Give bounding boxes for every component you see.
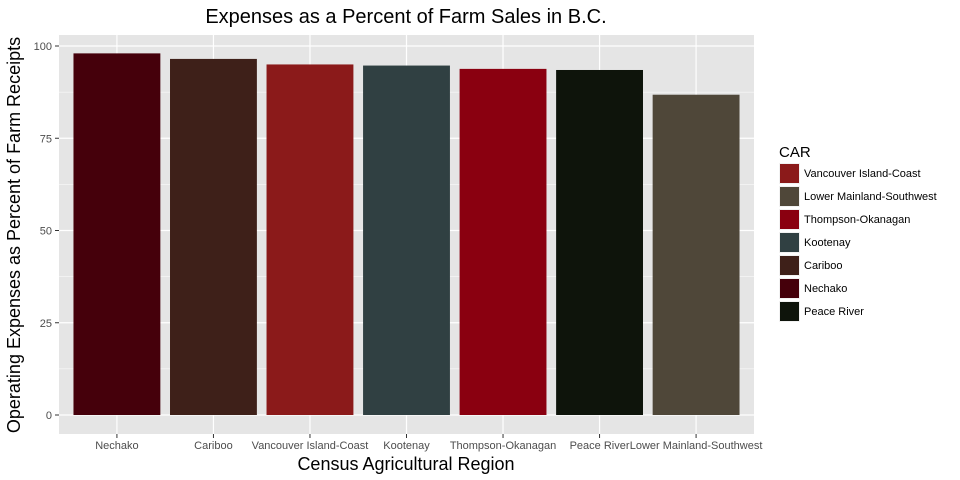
bars — [73, 53, 740, 416]
x-axis-ticks: Nechako Cariboo Vancouver Island-Coast Koot… — [95, 434, 762, 452]
bar-lower-mainland-southwest — [652, 94, 740, 415]
chart-title: Expenses as a Percent of Farm Sales in B… — [205, 6, 606, 28]
y-tick-label: 25 — [40, 318, 52, 330]
legend-label: Vancouver Island-Coast — [804, 168, 921, 180]
y-tick-label: 0 — [46, 410, 52, 422]
y-tick-label: 75 — [40, 133, 52, 145]
legend-title: CAR — [779, 144, 811, 161]
y-tick-label: 50 — [40, 226, 52, 238]
x-tick-label: Vancouver Island-Coast — [252, 440, 369, 452]
bar-kootenay — [363, 65, 450, 415]
legend-swatch — [780, 279, 799, 298]
legend: CAR Vancouver Island-Coast Lower Mainland… — [779, 144, 937, 322]
legend-swatch — [780, 302, 799, 321]
legend-swatch — [780, 164, 799, 183]
bar-cariboo — [170, 58, 257, 415]
legend-label: Thompson-Okanagan — [804, 214, 910, 226]
legend-label: Lower Mainland-Southwest — [804, 191, 937, 203]
x-tick-label: Nechako — [95, 440, 138, 452]
legend-label: Kootenay — [804, 237, 851, 249]
x-tick-label: Lower Mainland-Southwest — [630, 440, 763, 452]
bar-peace-river — [556, 69, 643, 416]
legend-label: Peace River — [804, 306, 864, 318]
x-tick-label: Kootenay — [383, 440, 430, 452]
x-axis-title: Census Agricultural Region — [297, 454, 514, 474]
x-tick-label: Peace River — [570, 440, 630, 452]
bar-vancouver-island-coast — [266, 64, 354, 415]
y-axis-title: Operating Expenses as Percent of Farm Re… — [4, 37, 24, 433]
bar-thompson-okanagan — [459, 68, 547, 416]
x-tick-label: Cariboo — [194, 440, 233, 452]
y-axis-ticks: 0 25 50 75 100 — [34, 41, 59, 422]
legend-swatch — [780, 187, 799, 206]
legend-swatch — [780, 256, 799, 275]
bar-nechako — [73, 53, 161, 415]
legend-label: Nechako — [804, 283, 847, 295]
legend-label: Cariboo — [804, 260, 843, 272]
y-tick-label: 100 — [34, 41, 52, 53]
x-tick-label: Thompson-Okanagan — [450, 440, 556, 452]
legend-swatch — [780, 233, 799, 252]
legend-swatch — [780, 210, 799, 229]
